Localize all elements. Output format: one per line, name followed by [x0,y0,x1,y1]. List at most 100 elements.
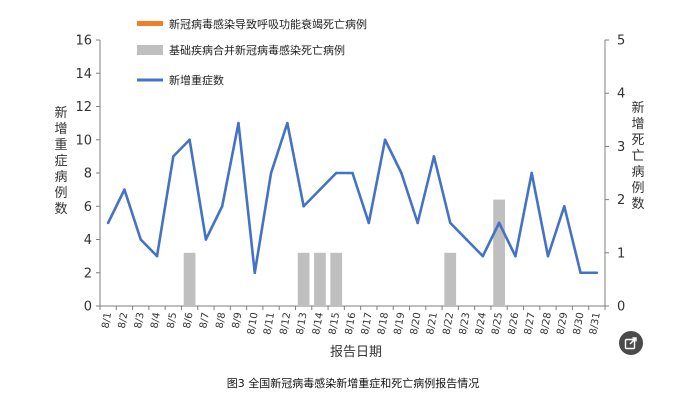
bar-mark [493,199,505,306]
x-axis-title: 报告日期 [330,345,382,360]
x-tick-label: 8/16 [344,312,359,336]
y-tick-label: 12 [75,100,92,115]
chart-bars [183,199,505,306]
line-point [595,271,599,275]
line-point [530,171,533,175]
x-tick-label: 8/31 [588,312,603,336]
x-tick-label: 8/26 [507,312,522,336]
x-tick-label: 8/25 [490,312,505,336]
y-axis-title: 新增重症病例数 [54,105,67,217]
legend-swatch [137,21,163,26]
line-point [481,254,485,258]
x-tick-label: 8/4 [149,312,163,330]
y2-tick-label: 3 [617,140,625,155]
line-point [562,204,566,208]
line-point [367,221,371,225]
line-point [302,204,305,208]
line-point [106,221,110,225]
line-point [139,238,143,241]
line-point [351,171,354,175]
line-point [432,155,436,158]
x-tick-label: 8/18 [376,312,391,336]
line-point [465,238,468,241]
y-tick-label: 14 [75,67,92,82]
line-point [188,138,191,142]
line-point [448,221,452,225]
line-point [416,221,419,225]
line-point [237,121,240,125]
y2-tick-label: 1 [617,246,625,261]
line-point [514,254,517,258]
line-point [155,254,159,258]
line-point [546,254,550,258]
legend-label: 基础疾病合并新冠病毒感染死亡病例 [169,43,345,57]
share-button[interactable] [619,331,643,355]
y-tick-label: 0 [84,300,92,315]
x-tick-label: 8/29 [555,312,570,336]
x-tick-label: 8/6 [182,312,196,330]
y2-tick-label: 2 [617,193,625,208]
line-point [497,221,501,225]
y-tick-label: 2 [84,266,92,281]
bar-mark [183,252,196,306]
line-point [383,138,387,142]
x-tick-label: 8/27 [523,312,538,336]
x-tick-label: 8/21 [425,312,440,336]
x-tick-label: 8/11 [262,312,277,336]
line-point [253,271,257,275]
line-point [579,271,582,275]
bar-mark [314,252,326,306]
y2-axis-title: 新增死亡病例数 [631,100,644,212]
line-point [318,188,322,191]
legend-label: 新增重症数 [169,73,224,87]
x-tick-label: 8/24 [474,312,489,336]
y2-tick-label: 5 [617,34,625,49]
x-tick-label: 8/7 [198,312,212,330]
y-tick-label: 4 [84,233,92,248]
x-tick-label: 8/14 [311,312,326,336]
x-tick-label: 8/19 [393,312,408,336]
x-tick-label: 8/8 [215,312,229,330]
x-tick-label: 8/17 [360,312,375,336]
x-tick-label: 8/23 [458,312,473,336]
x-tick-label: 8/30 [572,312,587,336]
line-point [172,155,175,158]
line-point [334,171,338,175]
x-tick-label: 8/9 [231,312,245,330]
x-tick-label: 8/2 [117,312,131,330]
y-tick-label: 8 [84,167,92,182]
line-point [269,171,273,175]
bar-mark [330,252,343,306]
x-tick-label: 8/1 [100,312,114,330]
x-tick-label: 8/20 [409,312,424,336]
chart-line [106,121,599,275]
line-point [123,188,126,191]
y-tick-label: 16 [75,34,92,49]
line-point [204,238,208,241]
x-tick-label: 8/10 [246,312,261,336]
share-icon [624,337,637,350]
x-tick-label: 8/5 [166,312,180,330]
x-tick-label: 8/28 [539,312,554,336]
x-tick-label: 8/22 [441,312,456,336]
figure-caption: 图3 全国新冠病毒感染新增重症和死亡病例报告情况 [227,376,480,390]
x-tick-label: 8/13 [295,312,310,336]
x-tick-label: 8/3 [133,312,147,330]
y-tick-label: 6 [84,200,92,215]
legend-swatch [137,45,163,55]
legend-label: 新冠病毒感染导致呼吸功能衰竭死亡病例 [169,17,367,31]
line-point [400,171,403,175]
bar-mark [444,252,457,306]
x-tick-label: 8/15 [327,312,342,336]
y-tick-label: 10 [75,133,92,148]
series-line [106,121,597,275]
y2-tick-label: 0 [617,300,625,315]
line-point [220,204,224,208]
x-tick-label: 8/12 [279,312,294,336]
bar-mark [297,252,310,306]
line-point [286,121,289,125]
